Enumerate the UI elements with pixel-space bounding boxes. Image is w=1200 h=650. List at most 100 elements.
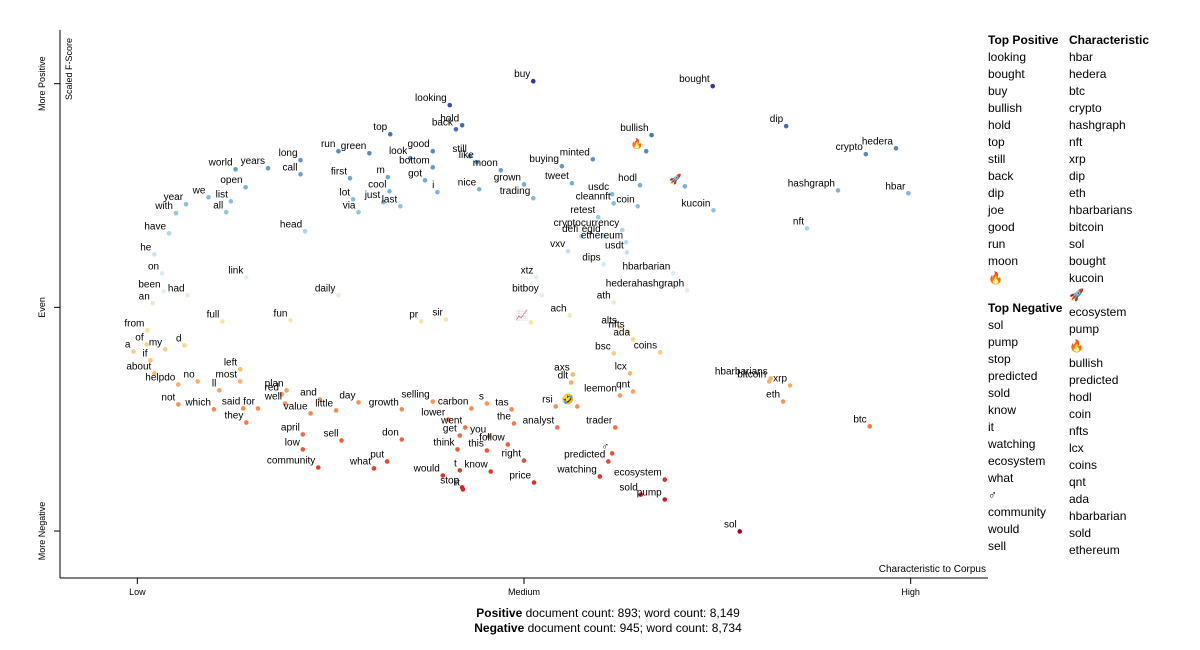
list-item[interactable]: bought [988,67,1025,81]
list-item[interactable]: crypto [1069,101,1102,115]
list-item[interactable]: looking [988,50,1027,64]
point [455,447,460,452]
list-item[interactable]: hold [988,118,1011,132]
list-item[interactable]: 🚀 [1069,288,1084,302]
term-label: moon [473,158,498,169]
list-item[interactable]: nft [1069,135,1083,149]
list-item[interactable]: ecosystem [1069,305,1127,319]
list-item[interactable]: pump [988,335,1019,349]
point [662,477,668,482]
point [783,123,789,129]
list-item[interactable]: know [988,403,1017,417]
term-label: kucoin [682,198,711,209]
list-item[interactable]: good [988,220,1015,234]
list-item[interactable]: moon [988,254,1019,268]
term-label: a [125,339,131,350]
term-label: plan [265,378,284,389]
list-item[interactable]: community [988,505,1047,519]
list-item[interactable]: coin [1069,407,1092,421]
term-label: look [389,146,408,157]
list-item[interactable]: sell [988,539,1007,553]
list-item[interactable]: run [988,237,1006,251]
list-item[interactable]: lcx [1069,441,1084,455]
list-item[interactable]: btc [1069,84,1086,98]
list-item[interactable]: sold [988,386,1011,400]
list-item[interactable]: eth [1069,186,1086,200]
list-item[interactable]: bought [1069,254,1106,268]
list-item[interactable]: sol [988,318,1004,332]
list-item[interactable]: qnt [1069,475,1086,489]
list-item[interactable]: ♂ [988,488,997,502]
point [397,203,403,209]
point [569,180,575,186]
point [347,175,353,181]
point [152,252,157,257]
list-item[interactable]: hedera [1069,67,1107,81]
list-item[interactable]: hbar [1069,50,1094,64]
list-item[interactable]: watching [988,437,1036,451]
term-label: for [243,396,255,407]
term-label: bullish [620,123,648,134]
text: document count: 893; word count: 8,149 [522,606,740,620]
list-item[interactable]: it [988,420,994,434]
list-item[interactable]: nfts [1069,424,1089,438]
list-item[interactable]: kucoin [1069,271,1104,285]
list-item[interactable]: back [988,169,1014,183]
point [430,165,436,170]
term-label: back [432,117,454,128]
list-item[interactable]: bullish [988,101,1023,115]
term-label: hodl [618,173,637,184]
list-item[interactable]: ethereum [1069,543,1120,557]
point [298,171,303,177]
list-item[interactable]: sold [1069,526,1092,540]
point [498,167,504,173]
list-item[interactable]: sol [1069,237,1085,251]
list-item[interactable]: buy [988,84,1008,98]
list-item[interactable]: hashgraph [1069,118,1126,132]
term-label: usdc [588,182,609,193]
list-item[interactable]: joe [988,203,1005,217]
list-item[interactable]: hbarbarian [1069,509,1127,523]
term-label: predicted [564,449,605,460]
list-item[interactable]: predicted [988,369,1038,383]
list-item[interactable]: what [988,471,1014,485]
list-item[interactable]: hodl [1069,390,1092,404]
term-label: nice [458,177,477,188]
point [279,392,285,397]
point [505,442,511,447]
list-item[interactable]: dip [1069,169,1086,183]
term-label: went [440,415,462,426]
list-item[interactable]: 🔥 [988,271,1003,285]
list-item[interactable]: stop [988,352,1011,366]
list-item[interactable]: hbarbarians [1069,203,1133,217]
term-label: xrp [773,373,787,384]
term-label: sol [724,519,737,530]
list-item[interactable]: ada [1069,492,1090,506]
list-item[interactable]: still [988,152,1006,166]
list-title: Top Negative [988,301,1063,315]
point [161,288,166,294]
y-tick-label: More Positive [37,56,47,111]
term-label: top [373,122,387,133]
list-item[interactable]: ecosystem [988,454,1046,468]
point [384,459,390,464]
list-item[interactable]: bullish [1069,356,1104,370]
point [302,229,308,234]
list-item[interactable]: predicted [1069,373,1119,387]
term-label: growth [369,397,399,408]
term-label: right [502,449,522,460]
list-item[interactable]: pump [1069,322,1100,336]
list-item[interactable]: would [988,522,1020,536]
list-item[interactable]: bitcoin [1069,220,1104,234]
term-label: m [377,165,385,176]
term-label: we [192,185,206,196]
point [460,487,466,492]
list-item[interactable]: 🔥 [1069,339,1084,353]
point [176,382,181,387]
list-item[interactable]: xrp [1069,152,1086,166]
list-item[interactable]: top [988,135,1005,149]
term-label: qnt [616,379,630,390]
list-item[interactable]: dip [988,186,1005,200]
list-item[interactable]: coins [1069,458,1098,472]
term-label: all [213,200,223,211]
